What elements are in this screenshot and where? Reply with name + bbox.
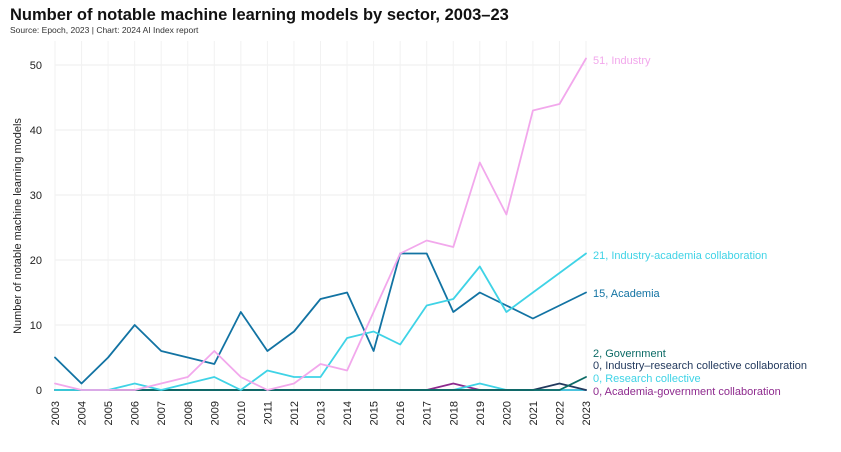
y-tick-label: 40 (30, 125, 42, 137)
y-tick-label: 0 (36, 385, 42, 397)
x-tick-label: 2023 (581, 401, 593, 425)
grid-lines (54, 41, 587, 391)
y-axis-label: Number of notable machine learning model… (12, 118, 24, 334)
x-tick-label: 2012 (289, 401, 301, 425)
series-lines (54, 57, 587, 391)
x-tick-label: 2008 (183, 401, 195, 425)
x-tick-label: 2014 (342, 401, 354, 425)
x-tick-label: 2015 (369, 401, 381, 425)
y-tick-label: 30 (30, 190, 42, 202)
series-label-government: 2, Government (593, 348, 666, 360)
series-end-labels: 51, Industry 21, Industry-academia collab… (593, 55, 807, 398)
x-tick-label: 2020 (501, 401, 513, 425)
x-tick-label: 2011 (262, 401, 274, 425)
x-tick-label: 2013 (316, 401, 328, 425)
series-label-academia: 15, Academia (593, 288, 661, 300)
series-label-industry-academia-collaboration: 21, Industry-academia collaboration (593, 250, 767, 262)
series-line-industry-academia-collaboration (54, 252, 587, 391)
y-axis-ticks: 0 10 20 30 40 50 (30, 60, 42, 397)
series-line-government (54, 376, 587, 391)
series-label-industry-research-collective-collaboration: 0, Industry–research collective collabor… (593, 360, 807, 372)
x-tick-label: 2021 (528, 401, 540, 425)
x-tick-label: 2006 (130, 401, 142, 425)
x-tick-label: 2003 (50, 401, 62, 425)
x-tick-label: 2007 (156, 401, 168, 425)
x-tick-label: 2017 (422, 401, 434, 425)
series-label-academia-government-collaboration: 0, Academia-government collaboration (593, 386, 781, 398)
series-line-academia (54, 252, 587, 385)
series-line-industry (54, 57, 587, 391)
series-label-research-collective: 0, Research collective (593, 373, 701, 385)
x-tick-label: 2016 (395, 401, 407, 425)
x-tick-label: 2022 (554, 401, 566, 425)
y-tick-label: 10 (30, 320, 42, 332)
x-tick-label: 2010 (236, 401, 248, 425)
x-tick-label: 2019 (475, 401, 487, 425)
y-tick-label: 50 (30, 60, 42, 72)
y-tick-label: 20 (30, 255, 42, 267)
x-tick-label: 2004 (77, 401, 89, 425)
x-tick-label: 2018 (448, 401, 460, 425)
x-axis-ticks: 2003 2004 2005 2006 2007 2008 2009 2010 2011 2012… (50, 401, 593, 425)
x-tick-label: 2005 (103, 401, 115, 425)
x-tick-label: 2009 (209, 401, 221, 425)
series-label-industry: 51, Industry (593, 55, 651, 67)
chart-title: Number of notable machine learning model… (10, 6, 509, 24)
chart-subtitle: Source: Epoch, 2023 | Chart: 2024 AI Ind… (10, 25, 199, 35)
